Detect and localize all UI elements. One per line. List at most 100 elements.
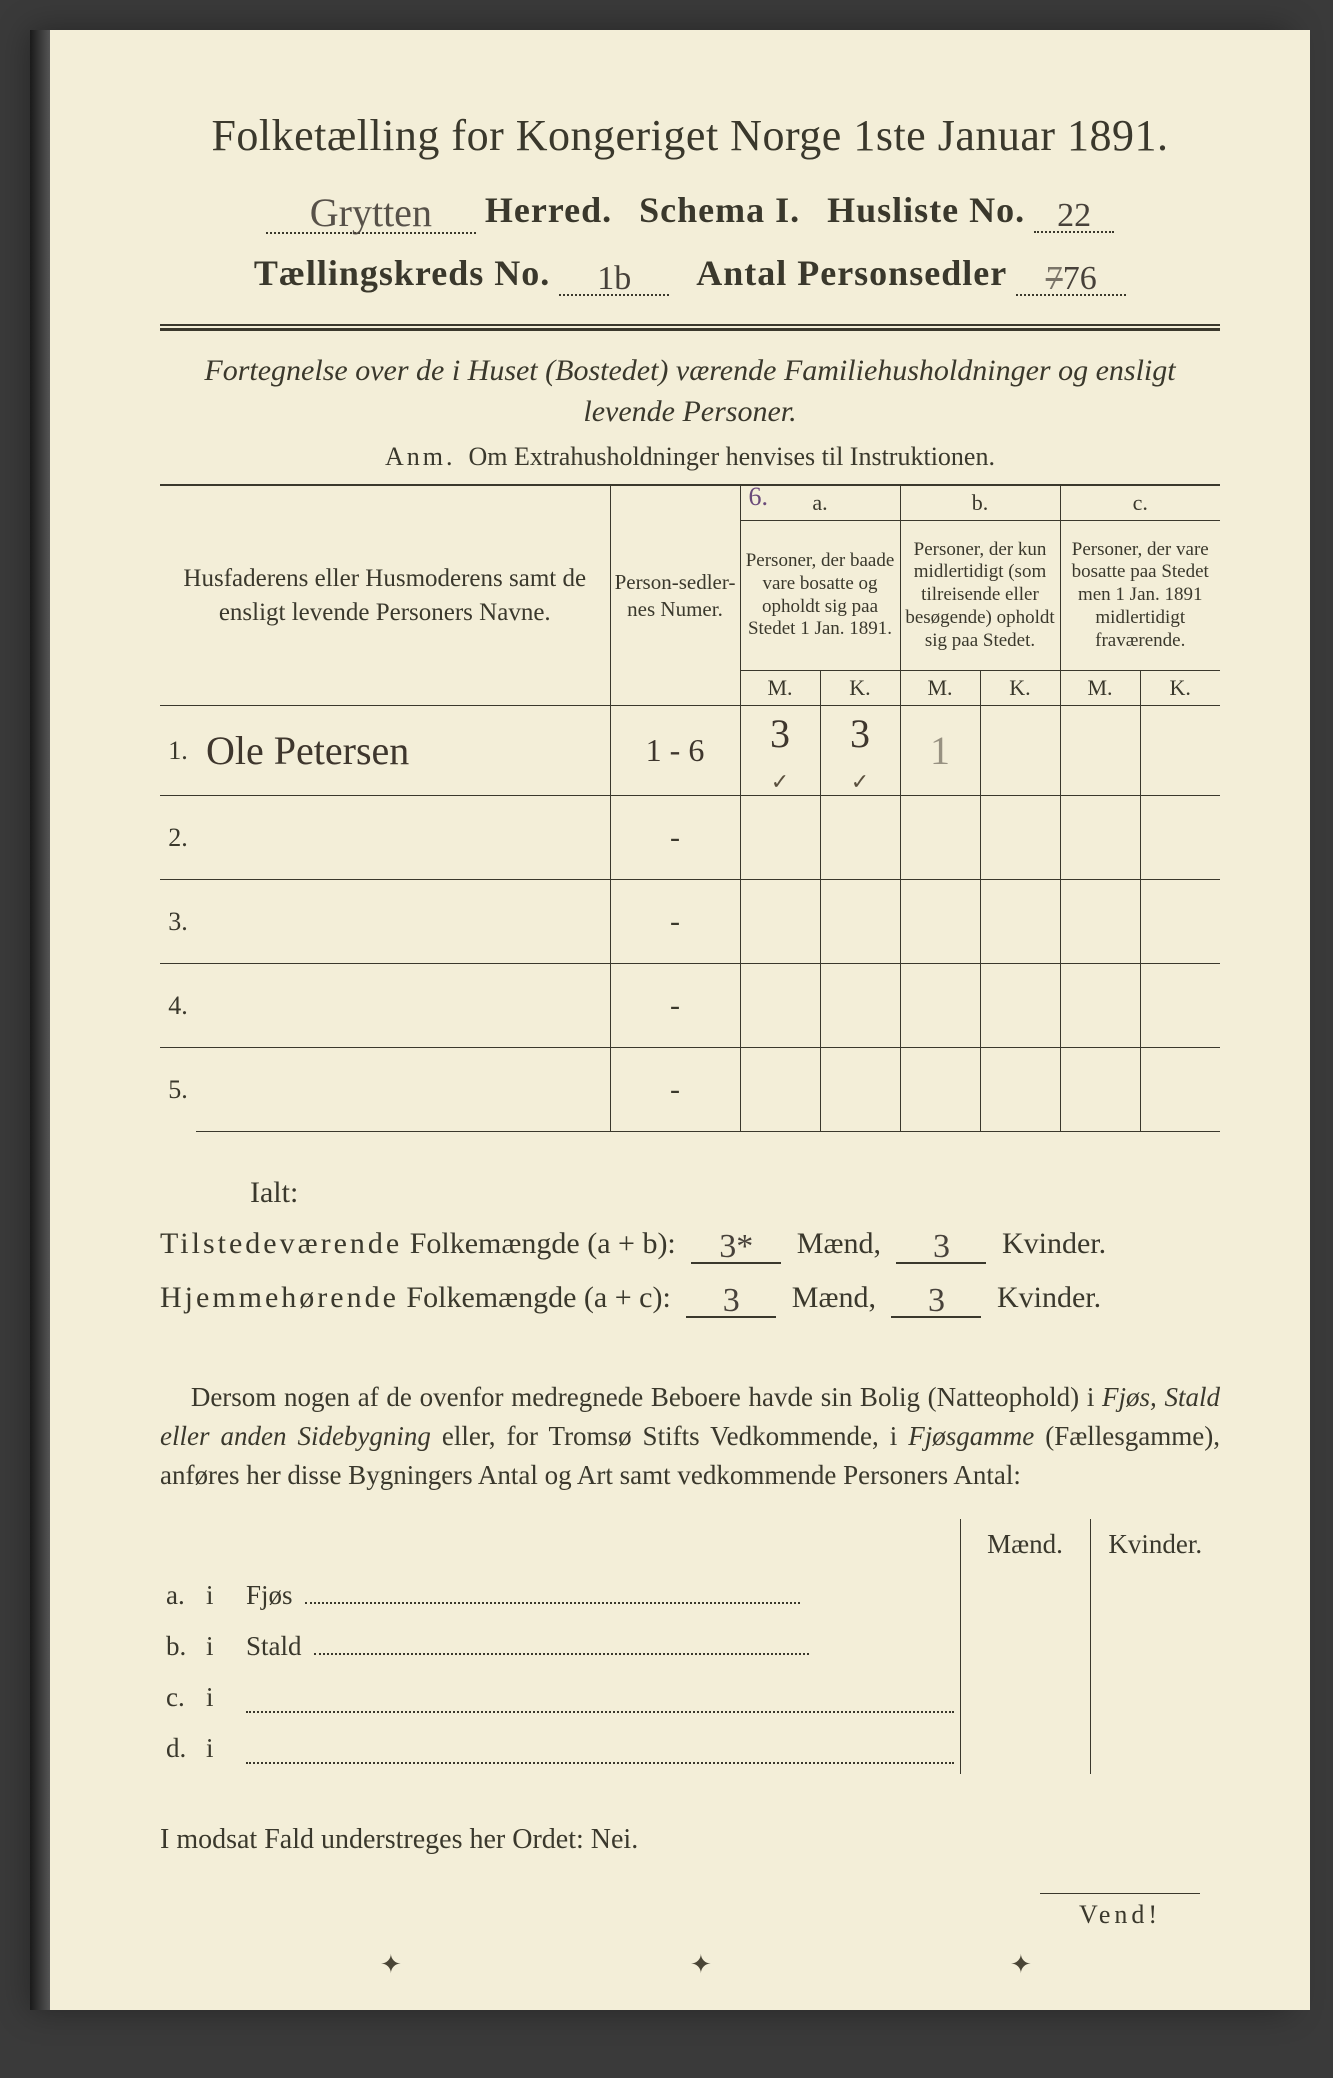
check-icon: ✓ [851, 769, 869, 794]
nei-line: I modsat Fald understreges her Ordet: Ne… [160, 1824, 1220, 1856]
antal-field: 776 [1016, 252, 1126, 296]
table-row: 3. - [160, 880, 1220, 964]
table-row: 1. Ole Petersen 1 - 6 3✓ 3✓ 1 [160, 706, 1220, 796]
side-dotfill [240, 1672, 960, 1723]
side-i: i [200, 1570, 240, 1621]
cell-a-m: 3✓ [740, 706, 820, 796]
side-row: b. i Stald [160, 1621, 1220, 1672]
t-label-b: Folkemængde (a + b): [410, 1227, 676, 1260]
row-name [196, 880, 610, 964]
row-sedler: - [610, 880, 740, 964]
totals-row-present: Tilstedeværende Folkemængde (a + b): 3* … [160, 1224, 1220, 1264]
schema-label: Schema I. [639, 190, 800, 230]
a-m: M. [740, 671, 820, 706]
kreds-field: 1b [559, 252, 669, 296]
side-i: i [200, 1621, 240, 1672]
table-row: 5. - [160, 1048, 1220, 1132]
col-num-head: Person-sedler-nes Numer. [610, 486, 740, 706]
row-name [196, 1048, 610, 1132]
side-row: a. i Fjøs [160, 1570, 1220, 1621]
totals-block: Ialt: Tilstedeværende Folkemængde (a + b… [160, 1176, 1220, 1318]
k-label: Kvinder. [997, 1281, 1101, 1314]
anm-line: Anm. Om Extrahusholdninger henvises til … [160, 442, 1220, 472]
side-dotfill: Fjøs [240, 1570, 960, 1621]
present-k-field: 3 [896, 1224, 986, 1264]
table-head-row-1: Husfaderens eller Husmoderens samt de en… [160, 486, 1220, 521]
row-sedler: - [610, 964, 740, 1048]
cell-b-m: 1 [900, 706, 980, 796]
kreds-value: 1b [597, 260, 631, 297]
cell-c-m [1060, 706, 1140, 796]
row-num: 1. [160, 706, 196, 796]
husliste-field: 22 [1034, 189, 1114, 233]
side-dotfill [240, 1723, 960, 1774]
side-building-paragraph: Dersom nogen af de ovenfor medregnede Be… [160, 1378, 1220, 1495]
col-c-desc: Personer, der vare bosatte paa Stedet me… [1060, 521, 1220, 671]
col-a-desc: Personer, der baade vare bosatte og opho… [740, 521, 900, 671]
row-sedler: 1 - 6 [610, 706, 740, 796]
row-num: 3. [160, 880, 196, 964]
vend-label: Vend! [1040, 1893, 1200, 1930]
b-m: M. [900, 671, 980, 706]
check-icon: ✓ [771, 769, 789, 794]
col-b-desc: Personer, der kun midlertidigt (som tilr… [900, 521, 1060, 671]
side-key: c. [160, 1672, 200, 1723]
side-m-head: Mænd. [960, 1519, 1090, 1570]
tick-icon: ✦ [1010, 1950, 1032, 1980]
antal-label: Antal Personsedler [696, 253, 1007, 293]
row-name: Ole Petersen [196, 706, 610, 796]
table-row: 2. - [160, 796, 1220, 880]
t2-label-a: Hjemmehørende [160, 1281, 399, 1314]
page-title: Folketælling for Kongeriget Norge 1ste J… [160, 110, 1220, 161]
household-table: Husfaderens eller Husmoderens samt de en… [160, 485, 1220, 1132]
row-num: 4. [160, 964, 196, 1048]
side-head-row: Mænd. Kvinder. [160, 1519, 1220, 1570]
antal-strike: 7 [1046, 260, 1063, 297]
row-name [196, 964, 610, 1048]
cell-a-k: 3✓ [820, 706, 900, 796]
row-num: 5. [160, 1048, 196, 1132]
row-sedler: - [610, 796, 740, 880]
a-k: K. [820, 671, 900, 706]
anm-prefix: Anm. [385, 442, 456, 471]
k-label: Kvinder. [1002, 1227, 1106, 1260]
kreds-label: Tællingskreds No. [254, 253, 550, 293]
cell-b-k [980, 706, 1060, 796]
herred-value: Grytten [310, 190, 432, 235]
row-num: 2. [160, 796, 196, 880]
col-c-letter: c. [1060, 486, 1220, 521]
herred-field: Grytten [266, 185, 476, 234]
present-m-field: 3* [691, 1224, 781, 1264]
side-row: c. i [160, 1672, 1220, 1723]
husliste-label: Husliste No. [827, 190, 1025, 230]
col-name-head: Husfaderens eller Husmoderens samt de en… [160, 486, 610, 706]
herred-label: Herred. [485, 190, 612, 230]
census-form-page: Folketælling for Kongeriget Norge 1ste J… [50, 30, 1310, 2010]
totals-row-resident: Hjemmehørende Folkemængde (a + c): 3 Mæn… [160, 1278, 1220, 1318]
col-a-letter: a. 6. [740, 486, 900, 521]
tick-icon: ✦ [690, 1950, 712, 1980]
m-label: Mænd, [792, 1281, 876, 1314]
m-label: Mænd, [797, 1227, 881, 1260]
resident-m-field: 3 [686, 1278, 776, 1318]
cell-c-k [1140, 706, 1220, 796]
table-row: 4. - [160, 964, 1220, 1048]
side-row: d. i [160, 1723, 1220, 1774]
tick-icon: ✦ [380, 1950, 402, 1980]
side-i: i [200, 1672, 240, 1723]
purple-annotation: 6. [749, 482, 769, 512]
husliste-value: 22 [1057, 197, 1091, 234]
side-dotfill: Stald [240, 1621, 960, 1672]
side-i: i [200, 1723, 240, 1774]
ialt-label: Ialt: [160, 1176, 1220, 1210]
b-k: K. [980, 671, 1060, 706]
resident-k-field: 3 [891, 1278, 981, 1318]
header-line-2: Tællingskreds No. 1b Antal Personsedler … [160, 252, 1220, 296]
anm-text: Om Extrahusholdninger henvises til Instr… [469, 442, 995, 471]
antal-value: 76 [1063, 260, 1097, 297]
col-b-letter: b. [900, 486, 1060, 521]
side-building-table: Mænd. Kvinder. a. i Fjøs b. i Stald c. i… [160, 1519, 1220, 1774]
t2-label-b: Folkemængde (a + c): [406, 1281, 670, 1314]
c-m: M. [1060, 671, 1140, 706]
subtitle: Fortegnelse over de i Huset (Bostedet) v… [160, 351, 1220, 432]
